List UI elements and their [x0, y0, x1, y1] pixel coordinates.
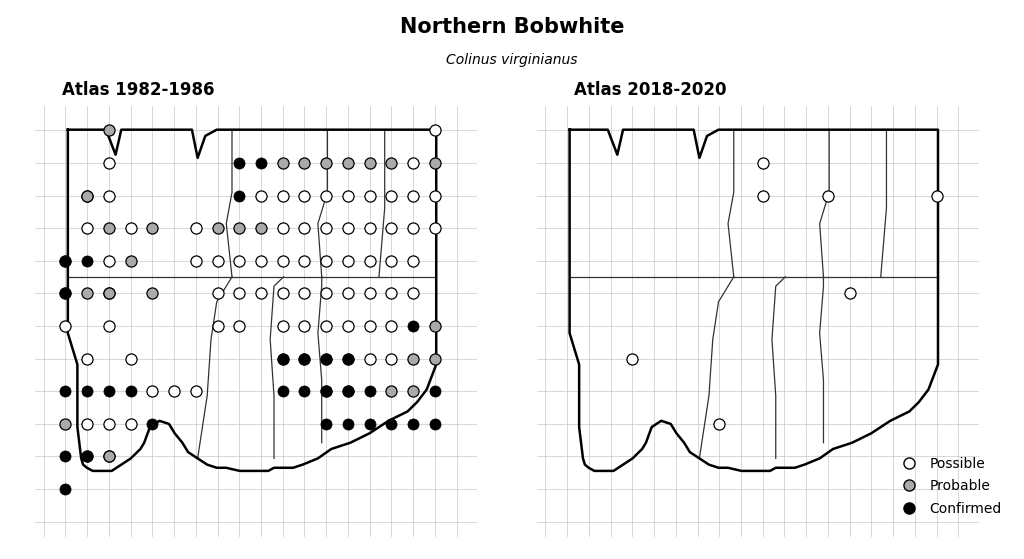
Text: Colinus virginianus: Colinus virginianus — [446, 53, 578, 67]
Text: Northern Bobwhite: Northern Bobwhite — [399, 17, 625, 37]
Legend: Possible, Probable, Confirmed: Possible, Probable, Confirmed — [889, 451, 1008, 521]
Text: Atlas 2018-2020: Atlas 2018-2020 — [574, 81, 726, 99]
Text: Atlas 1982-1986: Atlas 1982-1986 — [62, 81, 214, 99]
